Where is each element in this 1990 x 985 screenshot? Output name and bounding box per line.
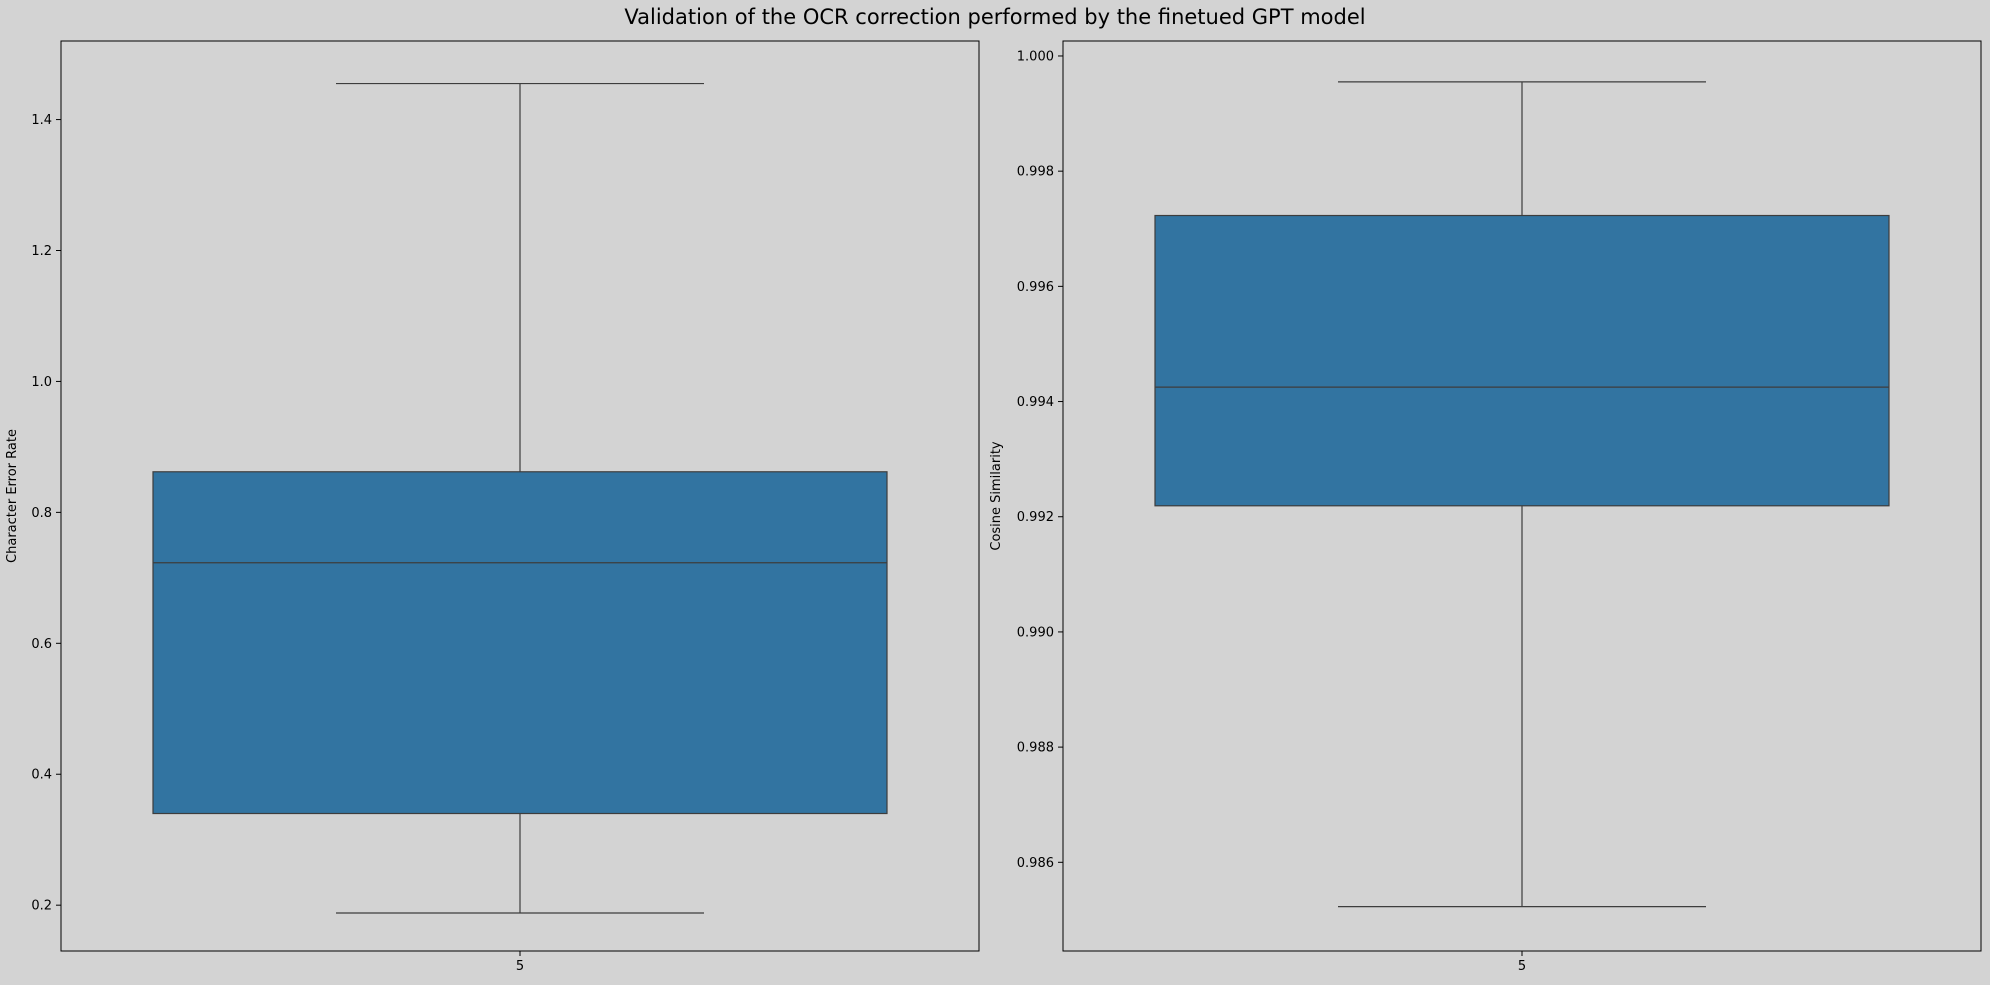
y-tick-label: 0.988 [1017, 741, 1054, 756]
y-tick-label: 0.2 [31, 899, 52, 914]
y-tick-label: 1.0 [31, 375, 52, 390]
y-tick-label: 0.998 [1017, 165, 1054, 180]
y-tick-label: 0.992 [1017, 510, 1054, 525]
y-tick-label: 0.990 [1017, 625, 1054, 640]
y-tick-label: 0.8 [31, 506, 52, 521]
y-tick-label: 1.000 [1017, 49, 1054, 64]
y-axis-label: Cosine Similarity [989, 441, 1004, 551]
y-tick-label: 0.986 [1017, 856, 1054, 871]
y-axis-label: Character Error Rate [5, 429, 20, 563]
y-tick-label: 1.2 [31, 244, 52, 259]
box-iqr [152, 471, 888, 815]
x-tick-label: 5 [516, 959, 524, 974]
y-tick-label: 0.6 [31, 637, 52, 652]
y-tick-label: 0.4 [31, 768, 52, 783]
y-tick-label: 0.994 [1017, 395, 1054, 410]
panel-cosine-similarity: 0.986 0.988 0.990 0.992 0.994 0.996 0.998 1.000… [989, 40, 1982, 974]
box-iqr [1154, 214, 1890, 507]
figure-title: Validation of the OCR correction perform… [624, 5, 1366, 29]
y-tick-label: 0.996 [1017, 280, 1054, 295]
y-tick-label: 1.4 [31, 113, 52, 128]
panel-character-error-rate: 0.2 0.4 0.6 0.8 1.0 1.2 1.4 Character Error Rat… [5, 40, 980, 974]
x-tick-label: 5 [1518, 959, 1526, 974]
